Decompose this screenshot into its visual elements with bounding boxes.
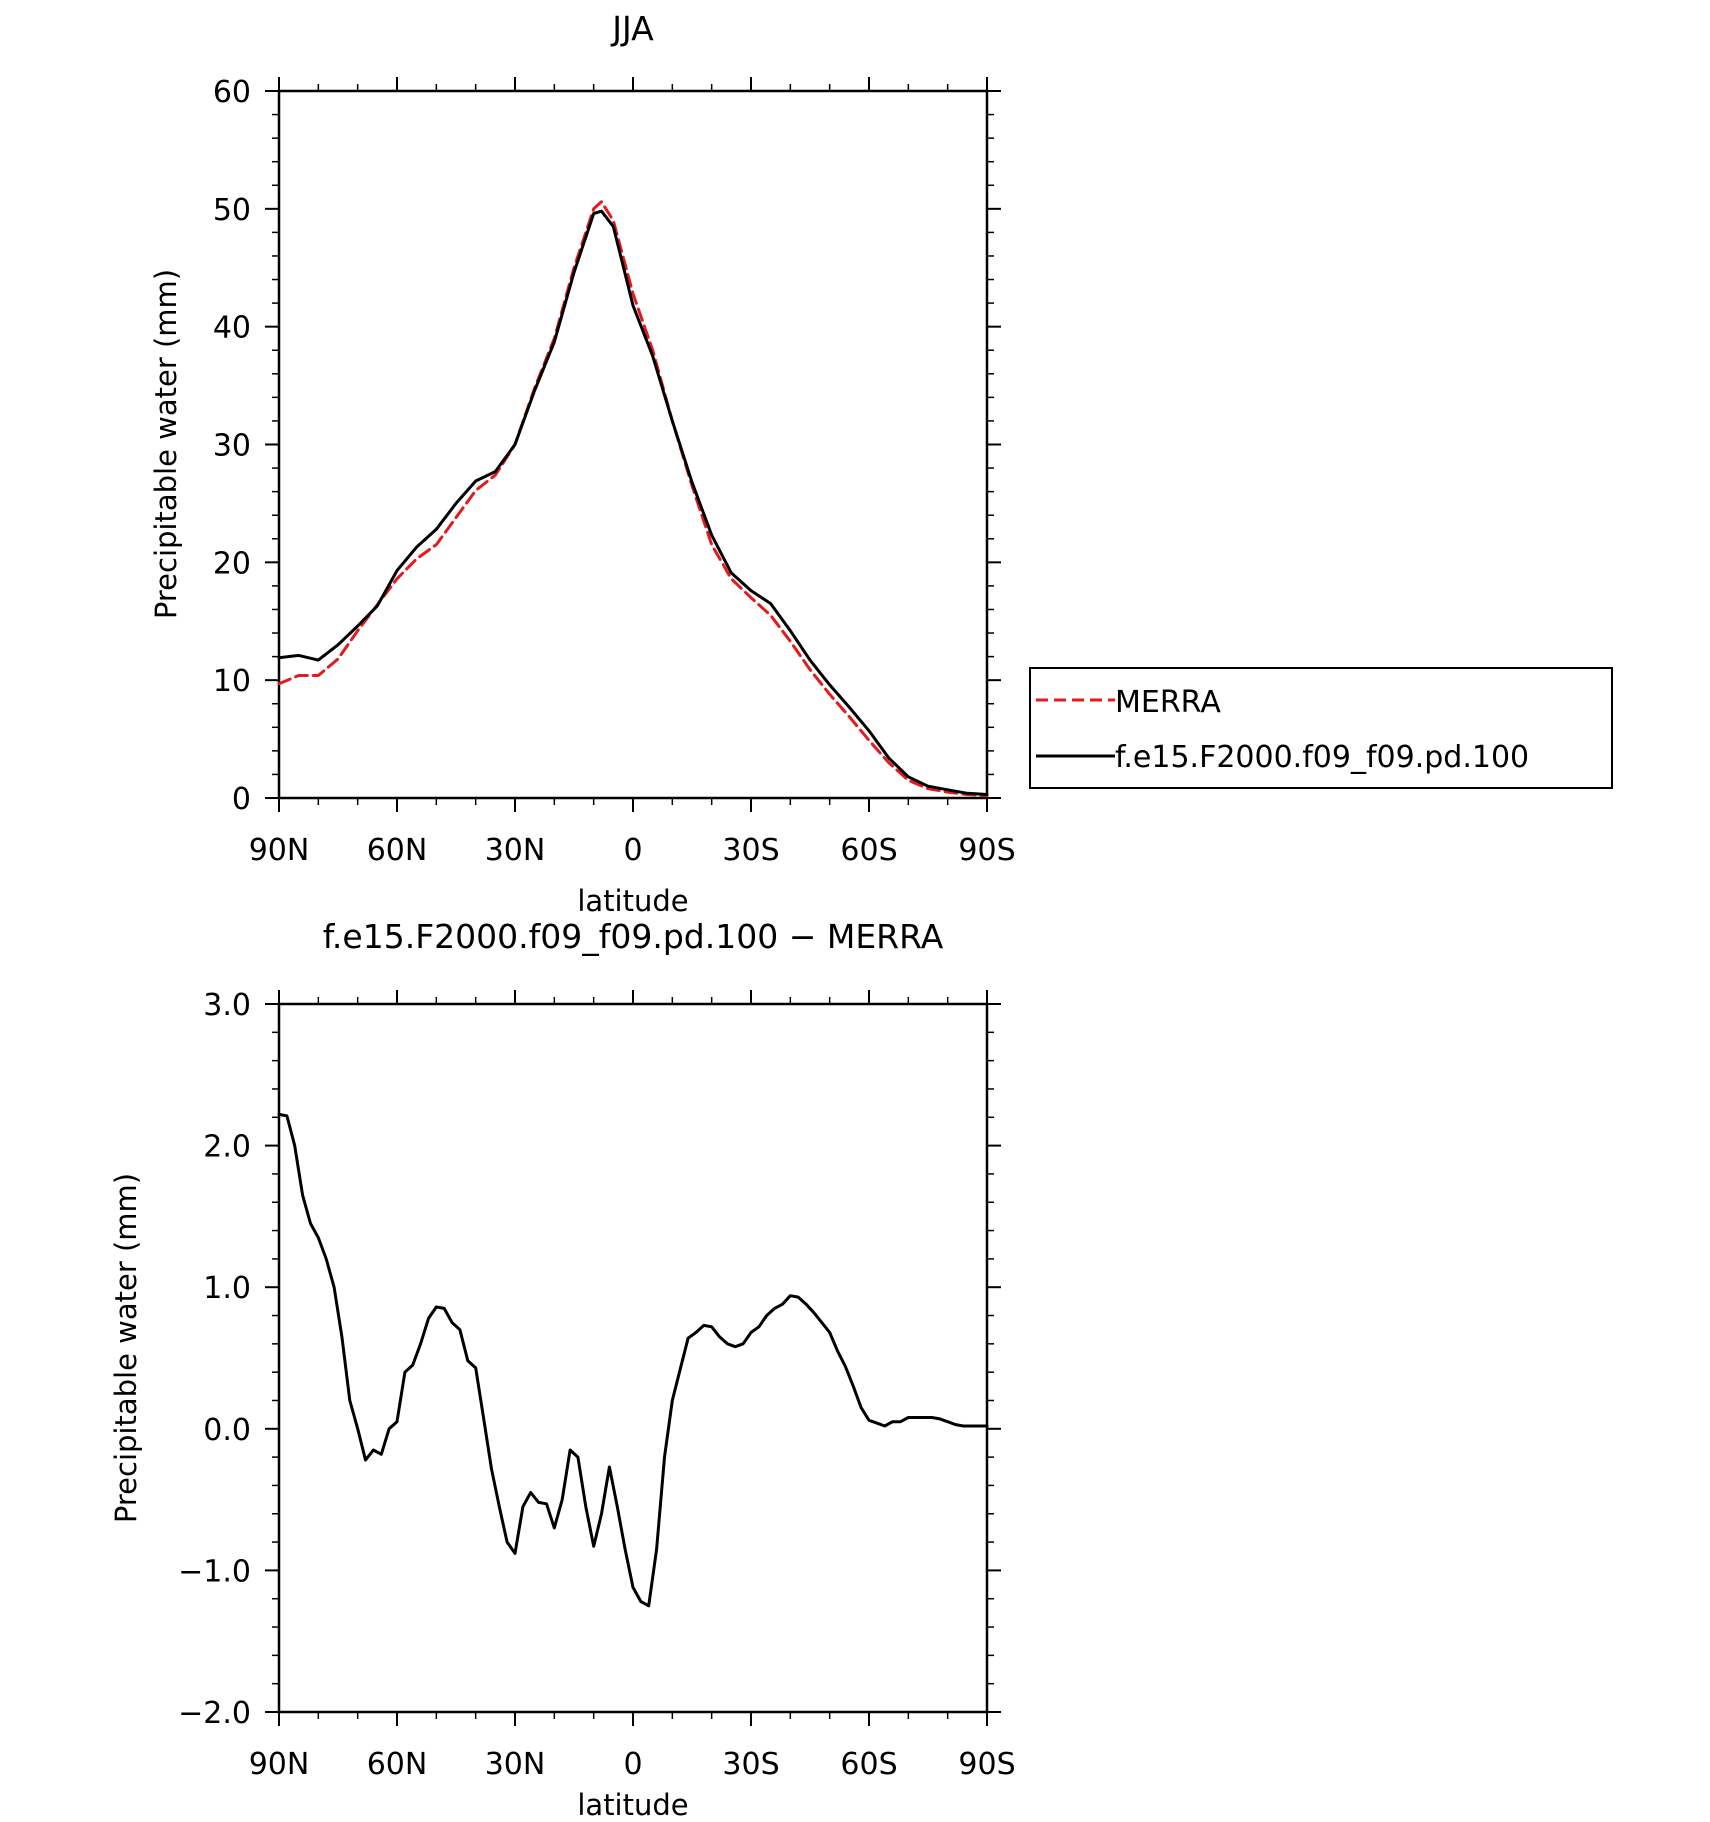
legend-label-model: f.e15.F2000.f09_f09.pd.100 — [1115, 740, 1529, 775]
bottom-y-axis: −2.0 −1.0 0.0 1.0 2.0 3.0 — [178, 988, 1001, 1731]
x-tick-label: 60S — [840, 833, 897, 868]
x-tick-label: 30S — [722, 833, 779, 868]
top-panel: JJA 0 10 20 30 40 50 60 90N 60N 30N 0 30S 60S 90S la… — [149, 9, 1613, 918]
bottom-y-axis-label: Precipitable water (mm) — [109, 1173, 143, 1523]
legend-box — [1029, 667, 1613, 789]
top-y-axis-label: Precipitable water (mm) — [149, 269, 183, 619]
top-plot-lines — [277, 200, 989, 798]
y-tick-label: 0 — [232, 782, 251, 817]
x-tick-label: 90N — [249, 1747, 310, 1782]
x-tick-label: 90S — [958, 833, 1015, 868]
y-tick-label: 50 — [213, 193, 251, 228]
x-tick-label: 60N — [367, 1747, 428, 1782]
top-plot-frame — [277, 89, 989, 800]
y-tick-label: 2.0 — [203, 1130, 251, 1165]
y-tick-label: 60 — [213, 75, 251, 110]
y-tick-label: 1.0 — [203, 1271, 251, 1306]
x-tick-label: 30N — [485, 833, 546, 868]
bottom-plot-lines — [277, 1112, 989, 1608]
x-tick-label: 30S — [722, 1747, 779, 1782]
top-y-axis: 0 10 20 30 40 50 60 — [213, 75, 1001, 817]
y-tick-label: 0.0 — [203, 1413, 251, 1448]
y-tick-label: 30 — [213, 429, 251, 464]
x-tick-label: 90S — [958, 1747, 1015, 1782]
legend-label-merra: MERRA — [1115, 685, 1221, 720]
bottom-panel: f.e15.F2000.f09_f09.pd.100 − MERRA −2.0−… — [109, 917, 1016, 1822]
x-tick-label: 30N — [485, 1747, 546, 1782]
top-panel-title: JJA — [610, 9, 654, 48]
legend: MERRA f.e15.F2000.f09_f09.pd.100 — [1029, 667, 1613, 789]
bottom-plot-frame — [277, 1002, 989, 1714]
x-tick-label: 90N — [249, 833, 310, 868]
y-tick-label: 10 — [213, 664, 251, 699]
y-tick-label: 40 — [213, 311, 251, 346]
x-tick-label: 60S — [840, 1747, 897, 1782]
y-tick-label: −2.0 — [178, 1696, 251, 1731]
series-line-f-e15-f2000-f09-f09-pd-100 — [277, 209, 989, 796]
x-tick-label: 0 — [623, 1747, 642, 1782]
y-tick-label: 20 — [213, 546, 251, 581]
x-tick-label: 60N — [367, 833, 428, 868]
series-line-difference — [277, 1112, 989, 1608]
y-tick-label: 3.0 — [203, 988, 251, 1023]
x-tick-label: 0 — [623, 833, 642, 868]
top-x-axis-label: latitude — [577, 884, 688, 918]
bottom-x-axis: 90N 60N 30N 0 30S 60S 90S — [249, 990, 1016, 1782]
top-x-axis: 90N 60N 30N 0 30S 60S 90S — [249, 77, 1016, 868]
series-line-merra — [277, 200, 989, 798]
bottom-panel-title: f.e15.F2000.f09_f09.pd.100 − MERRA — [323, 917, 944, 956]
bottom-x-axis-label: latitude — [577, 1788, 688, 1822]
y-tick-label: −1.0 — [178, 1554, 251, 1589]
